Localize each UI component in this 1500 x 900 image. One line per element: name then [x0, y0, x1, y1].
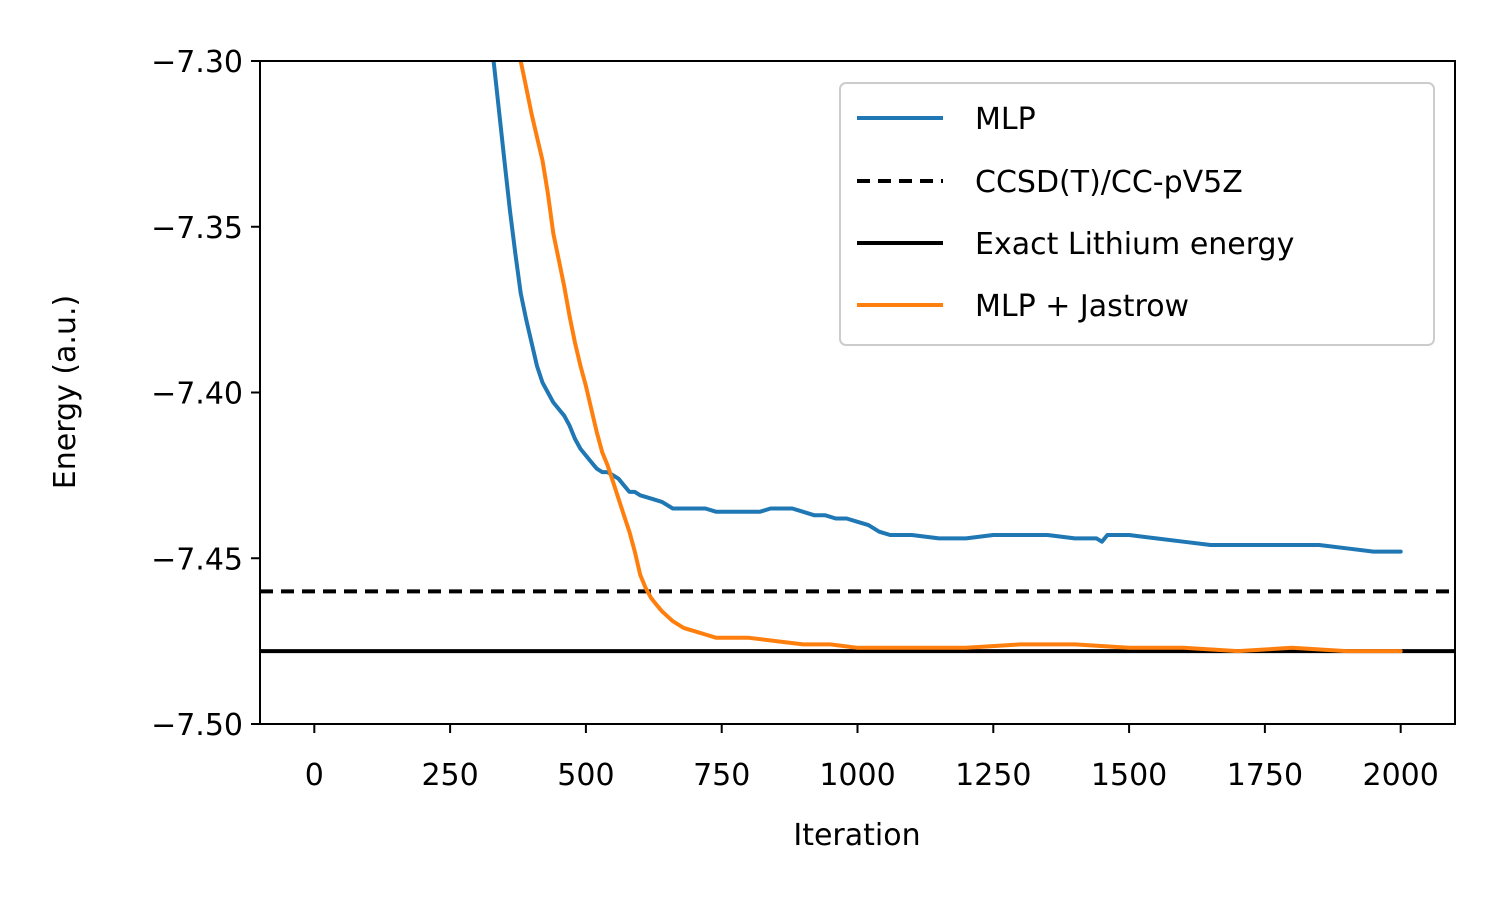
y-axis-label: Energy (a.u.) — [48, 295, 83, 489]
legend: MLP CCSD(T)/CC-pV5Z Exact Lithium energy… — [839, 82, 1435, 346]
legend-label-ccsdt: CCSD(T)/CC-pV5Z — [975, 165, 1243, 200]
y-tick-label: −7.30 — [151, 45, 243, 80]
series-line-mlp-jastrow — [518, 61, 1403, 654]
y-tick-label: −7.35 — [151, 211, 243, 246]
x-tick-label: 750 — [693, 758, 750, 793]
x-tick-label: 1250 — [955, 758, 1031, 793]
plot-area — [260, 61, 1455, 654]
x-tick-label: 1750 — [1227, 758, 1303, 793]
x-tick-label: 0 — [305, 758, 324, 793]
x-tick-label: 2000 — [1363, 758, 1439, 793]
x-tick-label: 250 — [421, 758, 478, 793]
y-tick-label: −7.45 — [151, 542, 243, 577]
y-axis: −7.50 −7.45 −7.40 −7.35 −7.30 — [151, 45, 260, 743]
y-tick-label: −7.40 — [151, 377, 243, 412]
series-line-mlp — [491, 61, 1403, 554]
legend-label-mlp: MLP — [975, 102, 1036, 137]
x-tick-label: 1000 — [819, 758, 895, 793]
legend-label-exact: Exact Lithium energy — [975, 227, 1294, 262]
y-tick-label: −7.50 — [151, 708, 243, 743]
legend-box — [839, 82, 1435, 346]
x-axis-label: Iteration — [793, 818, 920, 853]
x-tick-label: 500 — [557, 758, 614, 793]
legend-label-mlp-jastrow: MLP + Jastrow — [975, 289, 1189, 324]
x-axis: 0 250 500 750 1000 1250 1500 1750 2000 — [305, 724, 1439, 793]
x-tick-label: 1500 — [1091, 758, 1167, 793]
